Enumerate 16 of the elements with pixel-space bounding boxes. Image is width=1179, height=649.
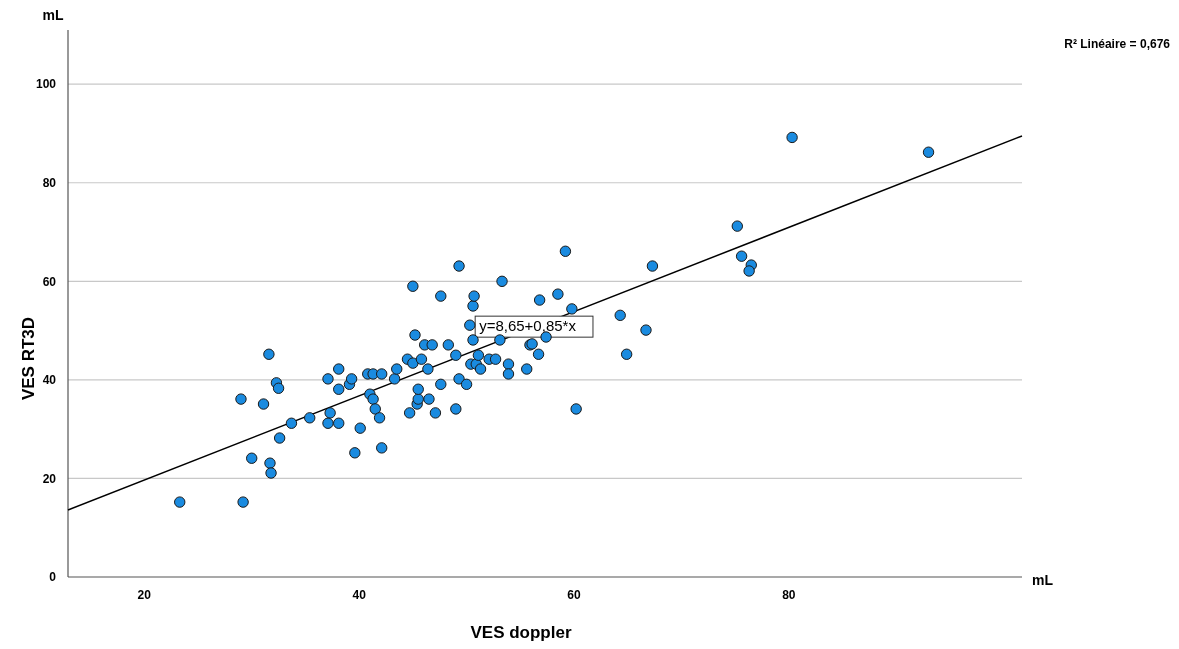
- text: mL: [1032, 572, 1054, 588]
- y-tick-label: 20: [42, 471, 57, 486]
- x-tick-label: 20: [137, 588, 152, 602]
- y-tick-label: 100: [35, 77, 57, 92]
- annotation: y=8,65+0,85*x: [479, 317, 577, 335]
- y-tick-label: 60: [42, 274, 57, 289]
- text: mL: [42, 7, 64, 23]
- y-tick-label: 40: [42, 373, 57, 388]
- y-axis-title: VES RT3D: [19, 316, 38, 401]
- x-tick-label: 40: [352, 588, 367, 602]
- x-tick-label: 60: [567, 588, 581, 602]
- y-tick-label: 80: [42, 175, 57, 190]
- y-tick-label: 0: [49, 570, 57, 585]
- text: R² Linéaire = 0,676: [1064, 37, 1171, 51]
- x-axis-title: VES doppler: [470, 623, 572, 642]
- x-tick-label: 80: [782, 588, 796, 602]
